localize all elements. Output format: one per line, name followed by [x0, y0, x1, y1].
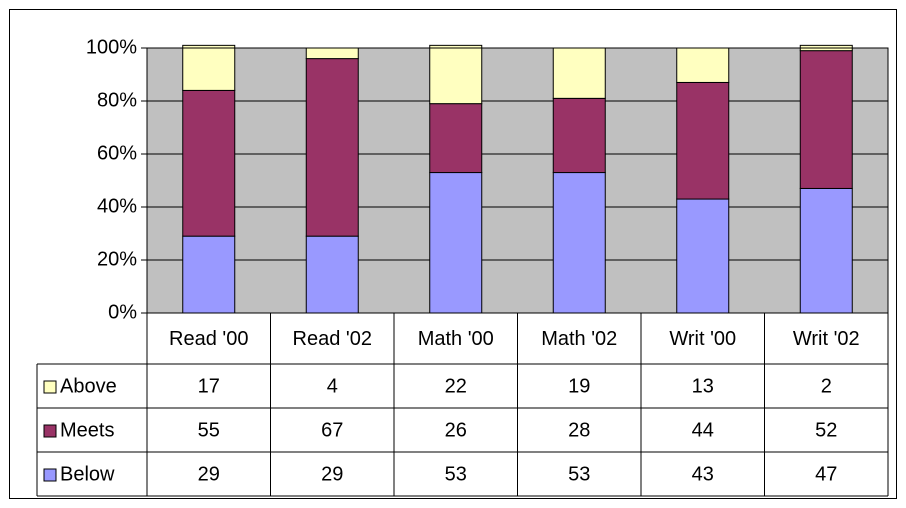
y-tick-label: 20%	[97, 248, 137, 270]
bar-segment	[305, 235, 359, 314]
bar-segment	[552, 172, 606, 314]
x-tick-label: Math '02	[541, 328, 617, 350]
legend-key	[43, 424, 57, 438]
table-value: 22	[445, 375, 467, 397]
bar-segment	[182, 235, 236, 314]
bar-segment	[552, 97, 606, 174]
legend-key	[43, 468, 57, 482]
y-tick-label: 80%	[97, 89, 137, 111]
bar-segment	[676, 81, 730, 200]
table-value: 53	[445, 463, 467, 485]
bar-segment	[676, 198, 730, 314]
table-value: 67	[321, 419, 343, 441]
table-value: 52	[815, 419, 837, 441]
table-value: 2	[821, 375, 832, 397]
legend-key	[43, 380, 57, 394]
bar-segment	[799, 187, 853, 314]
table-value: 28	[568, 419, 590, 441]
table-value: 47	[815, 463, 837, 485]
bar-segment	[429, 103, 483, 174]
bar-segment	[305, 58, 359, 237]
table-value: 13	[692, 375, 714, 397]
table-value: 4	[327, 375, 338, 397]
table-value: 53	[568, 463, 590, 485]
bar-segment	[182, 89, 236, 237]
bar-segment	[429, 44, 483, 105]
table-value: 29	[198, 463, 220, 485]
bar-segment	[182, 44, 236, 91]
table-value: 43	[692, 463, 714, 485]
y-tick-label: 100%	[86, 36, 137, 58]
bar-segment	[799, 50, 853, 189]
x-tick-label: Writ '00	[669, 328, 736, 350]
x-tick-label: Writ '02	[793, 328, 860, 350]
bar-segment	[305, 47, 359, 60]
legend-label: Below	[60, 463, 115, 485]
bar-segment	[676, 47, 730, 83]
table-value: 19	[568, 375, 590, 397]
y-tick-label: 40%	[97, 195, 137, 217]
x-tick-label: Math '00	[418, 328, 494, 350]
y-tick-label: 60%	[97, 142, 137, 164]
table-value: 26	[445, 419, 467, 441]
table-value: 55	[198, 419, 220, 441]
table-value: 29	[321, 463, 343, 485]
legend-label: Meets	[60, 419, 114, 441]
bar-segment	[429, 172, 483, 314]
table-value: 17	[198, 375, 220, 397]
bar-segment	[552, 47, 606, 99]
plot-area	[147, 48, 888, 313]
legend-label: Above	[60, 375, 117, 397]
table-value: 44	[692, 419, 714, 441]
y-tick-label: 0%	[108, 301, 137, 323]
x-tick-label: Read '00	[169, 328, 248, 350]
x-tick-label: Read '02	[293, 328, 372, 350]
